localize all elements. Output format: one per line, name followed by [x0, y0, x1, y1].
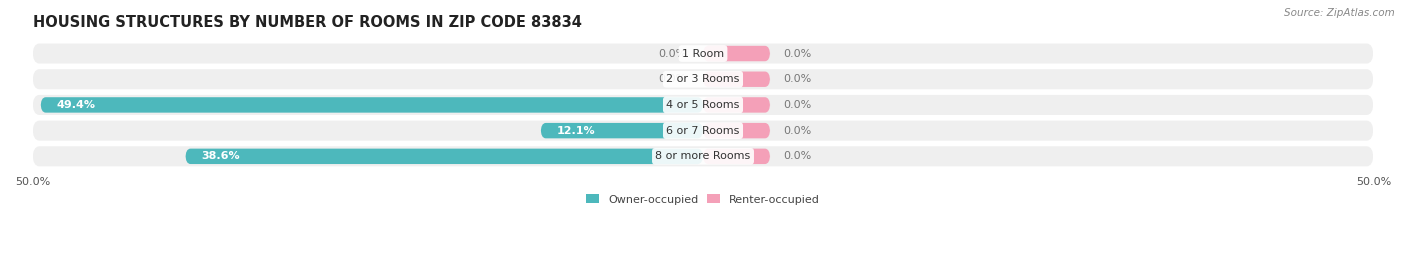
- FancyBboxPatch shape: [32, 95, 1374, 115]
- FancyBboxPatch shape: [32, 146, 1374, 166]
- FancyBboxPatch shape: [703, 123, 770, 138]
- FancyBboxPatch shape: [703, 97, 770, 113]
- Text: 0.0%: 0.0%: [658, 74, 688, 84]
- Text: 4 or 5 Rooms: 4 or 5 Rooms: [666, 100, 740, 110]
- Text: 8 or more Rooms: 8 or more Rooms: [655, 151, 751, 161]
- FancyBboxPatch shape: [32, 121, 1374, 141]
- FancyBboxPatch shape: [32, 44, 1374, 63]
- Text: 0.0%: 0.0%: [783, 100, 811, 110]
- Text: 0.0%: 0.0%: [783, 126, 811, 136]
- Text: 49.4%: 49.4%: [56, 100, 96, 110]
- FancyBboxPatch shape: [703, 46, 770, 61]
- Text: 6 or 7 Rooms: 6 or 7 Rooms: [666, 126, 740, 136]
- Text: 0.0%: 0.0%: [658, 48, 688, 59]
- Text: Source: ZipAtlas.com: Source: ZipAtlas.com: [1284, 8, 1395, 18]
- Text: HOUSING STRUCTURES BY NUMBER OF ROOMS IN ZIP CODE 83834: HOUSING STRUCTURES BY NUMBER OF ROOMS IN…: [32, 15, 582, 30]
- Legend: Owner-occupied, Renter-occupied: Owner-occupied, Renter-occupied: [581, 190, 825, 209]
- Text: 0.0%: 0.0%: [783, 151, 811, 161]
- Text: 0.0%: 0.0%: [783, 74, 811, 84]
- Text: 1 Room: 1 Room: [682, 48, 724, 59]
- FancyBboxPatch shape: [703, 149, 770, 164]
- FancyBboxPatch shape: [186, 149, 703, 164]
- FancyBboxPatch shape: [703, 72, 770, 87]
- FancyBboxPatch shape: [541, 123, 703, 138]
- FancyBboxPatch shape: [41, 97, 703, 113]
- Text: 0.0%: 0.0%: [783, 48, 811, 59]
- Text: 12.1%: 12.1%: [557, 126, 596, 136]
- Text: 2 or 3 Rooms: 2 or 3 Rooms: [666, 74, 740, 84]
- FancyBboxPatch shape: [32, 69, 1374, 89]
- Text: 38.6%: 38.6%: [201, 151, 240, 161]
